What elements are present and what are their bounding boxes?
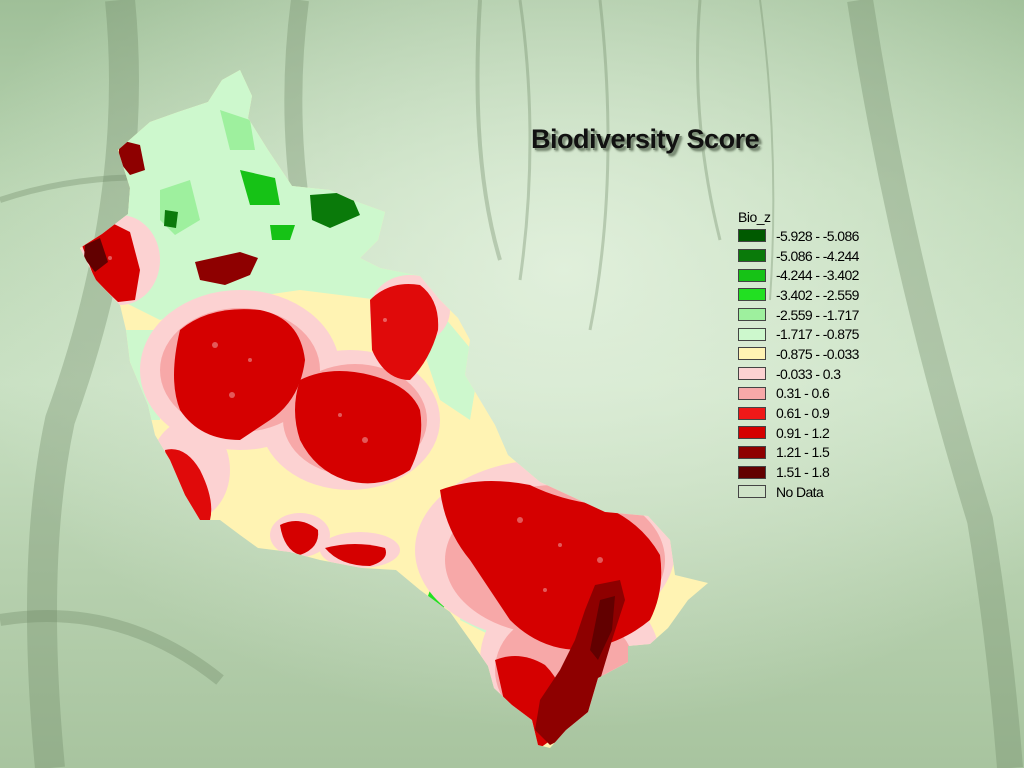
legend-item: -1.717 - -0.875 (738, 324, 908, 344)
legend-item: -5.928 - -5.086 (738, 226, 908, 246)
legend-item: 0.31 - 0.6 (738, 384, 908, 404)
legend-swatch (738, 367, 766, 381)
legend-swatch (738, 308, 766, 322)
legend-label: 1.51 - 1.8 (776, 464, 830, 481)
legend-label: 0.31 - 0.6 (776, 385, 830, 402)
legend-swatch (738, 288, 766, 302)
study-region (80, 70, 708, 748)
legend-swatch (738, 465, 766, 479)
legend-swatch (738, 485, 766, 499)
legend-label: 0.91 - 1.2 (776, 424, 830, 441)
legend-label: 1.21 - 1.5 (776, 444, 830, 461)
legend-label: -5.928 - -5.086 (776, 227, 859, 244)
map-legend: Bio_z -5.928 - -5.086 -5.086 - -4.244 -4.2… (738, 208, 908, 502)
legend-item: -2.559 - -1.717 (738, 305, 908, 325)
legend-swatch (738, 268, 766, 282)
legend-label: 0.61 - 0.9 (776, 405, 830, 422)
legend-label: -3.402 - -2.559 (776, 286, 859, 303)
map-title: Biodiversity Score (531, 124, 760, 154)
legend-swatch (738, 229, 766, 243)
legend-label: No Data (776, 483, 824, 500)
legend-label: -0.033 - 0.3 (776, 365, 841, 382)
legend-item: -0.033 - 0.3 (738, 364, 908, 384)
legend-item: 0.91 - 1.2 (738, 423, 908, 443)
legend-label: -0.875 - -0.033 (776, 345, 859, 362)
legend-item: 1.51 - 1.8 (738, 462, 908, 482)
legend-swatch (738, 406, 766, 420)
legend-swatch (738, 347, 766, 361)
legend-title: Bio_z (738, 209, 771, 225)
legend-label: -1.717 - -0.875 (776, 326, 859, 343)
legend-item: -3.402 - -2.559 (738, 285, 908, 305)
legend-label: -4.244 - -3.402 (776, 267, 859, 284)
legend-swatch (738, 445, 766, 459)
legend-item: -0.875 - -0.033 (738, 344, 908, 364)
legend-swatch (738, 426, 766, 440)
legend-item: 0.61 - 0.9 (738, 403, 908, 423)
legend-item: 1.21 - 1.5 (738, 443, 908, 463)
legend-item: -4.244 - -3.402 (738, 265, 908, 285)
legend-swatch (738, 249, 766, 263)
legend-item: -5.086 - -4.244 (738, 246, 908, 266)
legend-label: -5.086 - -4.244 (776, 247, 859, 264)
legend-item: No Data (738, 482, 908, 502)
legend-swatch (738, 386, 766, 400)
legend-label: -2.559 - -1.717 (776, 306, 859, 323)
legend-items: -5.928 - -5.086 -5.086 - -4.244 -4.244 - -… (738, 226, 908, 502)
legend-swatch (738, 327, 766, 341)
